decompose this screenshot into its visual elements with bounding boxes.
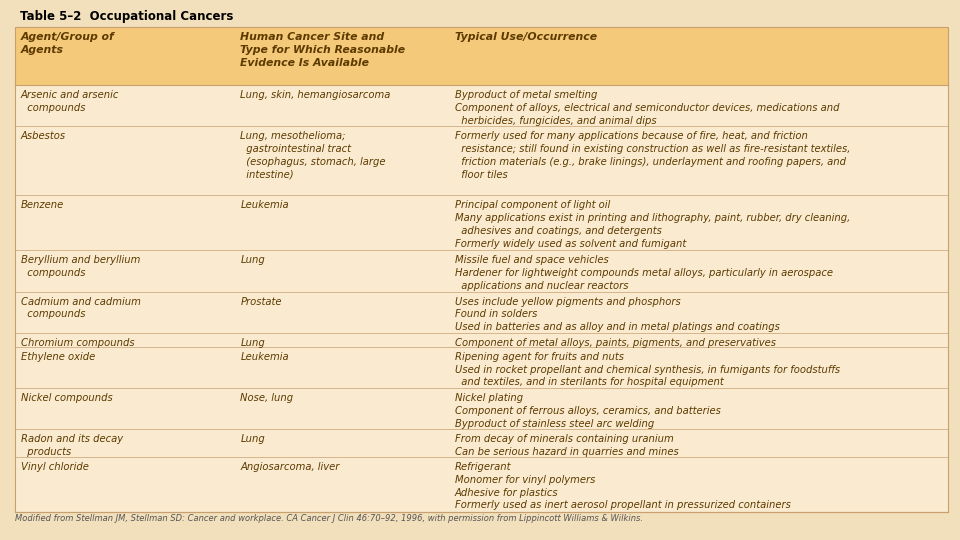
Text: Principal component of light oil
Many applications exist in printing and lithogr: Principal component of light oil Many ap… xyxy=(455,200,851,248)
Text: Nickel compounds: Nickel compounds xyxy=(21,393,112,403)
Text: Missile fuel and space vehicles
Hardener for lightweight compounds metal alloys,: Missile fuel and space vehicles Hardener… xyxy=(455,255,833,291)
Text: Vinyl chloride: Vinyl chloride xyxy=(21,462,89,472)
Text: Lung, skin, hemangiosarcoma: Lung, skin, hemangiosarcoma xyxy=(240,90,391,100)
Text: Component of metal alloys, paints, pigments, and preservatives: Component of metal alloys, paints, pigme… xyxy=(455,338,776,348)
Text: Angiosarcoma, liver: Angiosarcoma, liver xyxy=(240,462,340,472)
Bar xyxy=(15,27,948,512)
Text: Benzene: Benzene xyxy=(21,200,64,210)
Text: Beryllium and beryllium
  compounds: Beryllium and beryllium compounds xyxy=(21,255,140,278)
Text: Prostate: Prostate xyxy=(240,296,281,307)
Text: Leukemia: Leukemia xyxy=(240,352,289,362)
Text: Arsenic and arsenic
  compounds: Arsenic and arsenic compounds xyxy=(21,90,119,113)
Text: Agent/Group of
Agents: Agent/Group of Agents xyxy=(21,32,115,55)
Text: Human Cancer Site and
Type for Which Reasonable
Evidence Is Available: Human Cancer Site and Type for Which Rea… xyxy=(240,32,405,69)
Text: Typical Use/Occurrence: Typical Use/Occurrence xyxy=(455,32,597,42)
Text: Nickel plating
Component of ferrous alloys, ceramics, and batteries
Byproduct of: Nickel plating Component of ferrous allo… xyxy=(455,393,721,429)
Text: Radon and its decay
  products: Radon and its decay products xyxy=(21,434,123,457)
Text: Asbestos: Asbestos xyxy=(21,131,66,141)
Text: Ethylene oxide: Ethylene oxide xyxy=(21,352,95,362)
Text: Byproduct of metal smelting
Component of alloys, electrical and semiconductor de: Byproduct of metal smelting Component of… xyxy=(455,90,839,126)
Text: Lung, mesothelioma;
  gastrointestinal tract
  (esophagus, stomach, large
  inte: Lung, mesothelioma; gastrointestinal tra… xyxy=(240,131,386,180)
Text: Modified from Stellman JM, Stellman SD: Cancer and workplace. CA Cancer J Clin 4: Modified from Stellman JM, Stellman SD: … xyxy=(15,514,643,523)
Bar xyxy=(15,85,948,512)
Text: Nose, lung: Nose, lung xyxy=(240,393,294,403)
Text: Ripening agent for fruits and nuts
Used in rocket propellant and chemical synthe: Ripening agent for fruits and nuts Used … xyxy=(455,352,840,387)
Text: Lung: Lung xyxy=(240,434,265,444)
Text: Lung: Lung xyxy=(240,338,265,348)
Text: Table 5–2  Occupational Cancers: Table 5–2 Occupational Cancers xyxy=(20,10,233,23)
Text: From decay of minerals containing uranium
Can be serious hazard in quarries and : From decay of minerals containing uraniu… xyxy=(455,434,679,457)
Text: Uses include yellow pigments and phosphors
Found in solders
Used in batteries an: Uses include yellow pigments and phospho… xyxy=(455,296,780,332)
Text: Lung: Lung xyxy=(240,255,265,265)
Text: Leukemia: Leukemia xyxy=(240,200,289,210)
Text: Refrigerant
Monomer for vinyl polymers
Adhesive for plastics
Formerly used as in: Refrigerant Monomer for vinyl polymers A… xyxy=(455,462,791,510)
Text: Cadmium and cadmium
  compounds: Cadmium and cadmium compounds xyxy=(21,296,141,320)
Bar xyxy=(15,27,948,85)
Text: Formerly used for many applications because of fire, heat, and friction
  resist: Formerly used for many applications beca… xyxy=(455,131,851,180)
Text: Chromium compounds: Chromium compounds xyxy=(21,338,134,348)
